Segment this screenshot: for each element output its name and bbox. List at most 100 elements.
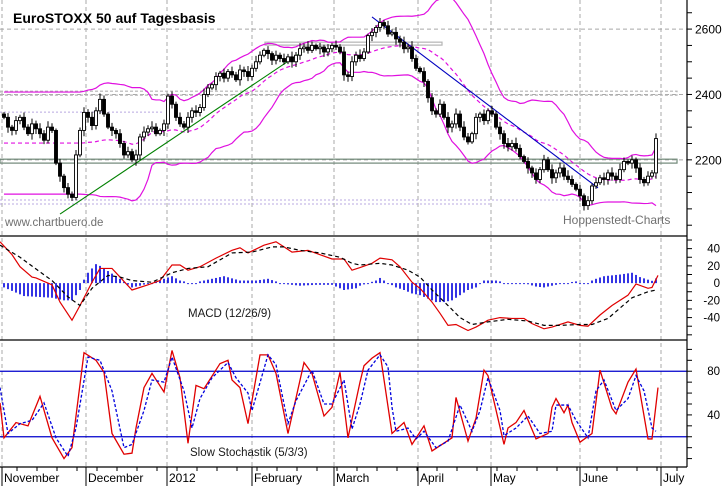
candle [322,44,326,57]
candle-body [118,133,122,144]
candle-body [594,182,598,187]
candle-body [66,187,70,195]
candle-body [270,53,274,61]
candle-body [210,84,214,89]
candle [434,108,438,118]
candle-body [370,31,374,37]
candle [270,51,274,66]
candle-body [394,31,398,40]
month-label: 2012 [169,471,196,485]
candle-body [310,44,314,51]
candle-body [386,25,390,35]
candle [114,128,118,139]
price-panel [0,0,678,215]
candle-body [622,161,626,171]
candle-body [278,54,282,59]
candle-body [570,179,574,185]
candle [438,99,442,118]
candle-body [574,183,578,190]
candle [598,174,602,186]
candle-body [30,123,34,135]
zone-2200-box [0,158,678,164]
stochastic-label: Slow Stochastik (5/3/3) [190,447,308,459]
candle [122,140,126,159]
candle-body [654,138,658,174]
candle [230,66,234,78]
candle-body [398,38,402,43]
candle [578,185,582,202]
candle-body [338,46,342,53]
candle-body [646,175,650,184]
candle [506,137,510,152]
candle [458,110,462,132]
candle [602,172,606,186]
macd-axis-label: 0 [714,278,720,290]
candle-body [318,46,322,50]
candle-body [494,113,498,128]
candle [214,72,218,91]
candle [126,146,130,158]
candle-body [614,175,618,180]
candle-body [538,169,542,180]
candle-body [246,71,250,77]
candle-body [94,110,98,126]
macd-label: MACD (12/26/9) [188,308,271,320]
candle [86,109,90,123]
macd-axis-label: 20 [707,261,720,273]
candle [334,40,338,51]
candle [454,108,458,129]
candle [62,173,66,193]
candle [462,121,466,141]
candle-body [478,113,482,118]
candle-body [78,129,82,156]
candle-body [330,44,334,50]
candle [170,91,174,109]
candle [14,116,18,135]
candle [22,112,26,131]
candle-body [98,98,102,112]
candle [566,170,570,183]
candle-body [14,120,18,131]
candle-body [610,172,614,177]
watermark-hoppenstedt: Hoppenstedt-Charts [563,213,670,227]
candle [78,127,82,158]
candle [338,44,342,55]
candle [590,183,594,205]
month-label: July [663,471,684,485]
candle [74,150,78,201]
candle [426,79,430,103]
candle [550,164,554,184]
support-uptrend-trendline [59,51,303,215]
candle [498,121,502,140]
candle-body [522,156,526,162]
candle [562,164,566,181]
candle-body [506,143,510,148]
candle [66,183,70,199]
candle [154,123,158,137]
candle-body [454,113,458,125]
macd-series-signal [0,244,657,326]
candle-body [474,116,478,135]
month-label: March [336,471,369,485]
candle [134,149,138,166]
candle [350,56,354,82]
candle-body [302,46,306,50]
candle [394,27,398,45]
candle [118,129,122,148]
candle-body [226,71,230,79]
candle-body [546,159,550,171]
candle-body [126,151,130,156]
candle [174,101,178,121]
candle-body [202,94,206,108]
candle-body [390,31,394,35]
stochastic-axis-label: 40 [707,410,720,422]
candle-body [190,110,194,118]
candle [594,177,598,189]
candle-body [182,123,186,128]
candle-body [462,126,466,138]
candle [654,133,658,179]
candle [162,119,166,136]
candle [486,108,490,125]
